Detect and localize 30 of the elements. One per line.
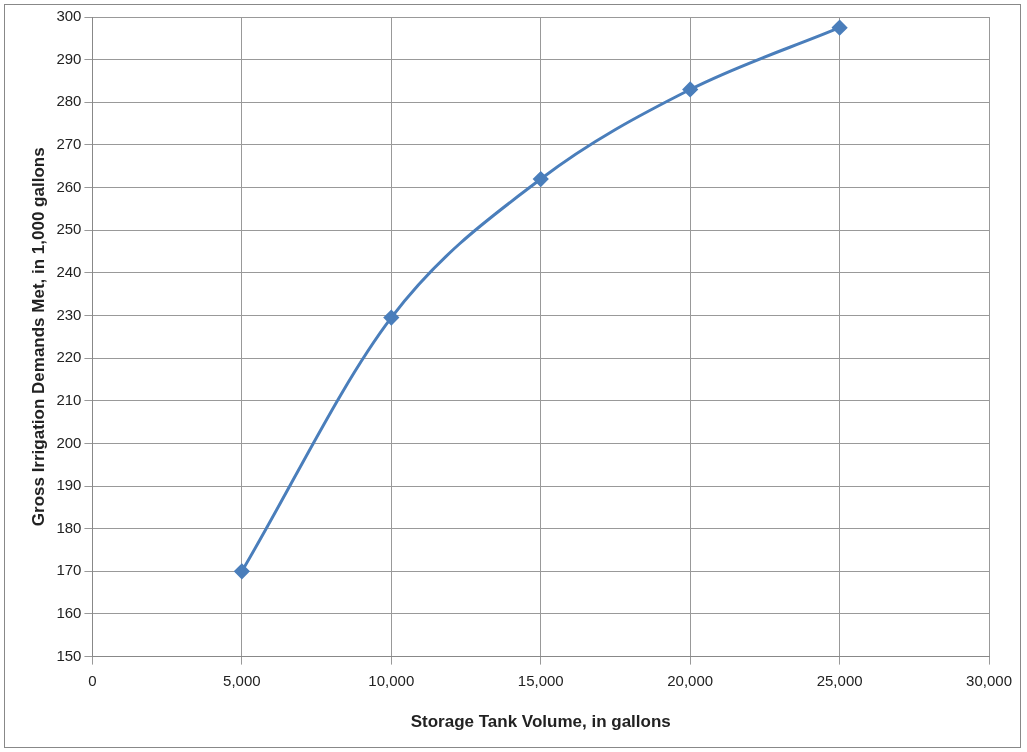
x-tick-label: 30,000 (966, 671, 1013, 689)
y-tick-label: 170 (56, 561, 82, 579)
y-tick-label: 250 (56, 220, 82, 238)
y-tick-label: 300 (56, 7, 82, 25)
y-tick-label: 240 (56, 262, 82, 280)
y-tick-label: 270 (56, 135, 82, 153)
x-tick-label: 15,000 (517, 671, 564, 689)
x-tick-label: 5,000 (223, 671, 261, 689)
y-tick-label: 200 (56, 433, 82, 451)
x-tick-label: 25,000 (816, 671, 863, 689)
y-tick-label: 210 (56, 390, 82, 408)
x-axis-title: Storage Tank Volume, in gallons (410, 712, 671, 732)
y-tick-label: 160 (56, 604, 82, 622)
y-tick-label: 180 (56, 518, 82, 536)
point (383, 310, 399, 326)
y-tick-label: 220 (56, 348, 82, 366)
point (533, 171, 549, 187)
y-tick-label: 260 (56, 177, 82, 195)
x-tick-label: 10,000 (368, 671, 415, 689)
y-tick-label: 290 (56, 49, 82, 67)
point (234, 563, 250, 579)
x-tick-label: 20,000 (667, 671, 714, 689)
y-tick-label: 150 (56, 646, 82, 664)
y-axis-title: Gross Irrigation Demands Met, in 1,000 gallons (28, 147, 48, 527)
point (832, 20, 848, 36)
y-tick-label: 190 (56, 476, 82, 494)
x-tick-label: 0 (88, 671, 97, 689)
point (682, 81, 698, 97)
y-tick-label: 280 (56, 92, 82, 110)
y-tick-label: 230 (56, 305, 82, 323)
